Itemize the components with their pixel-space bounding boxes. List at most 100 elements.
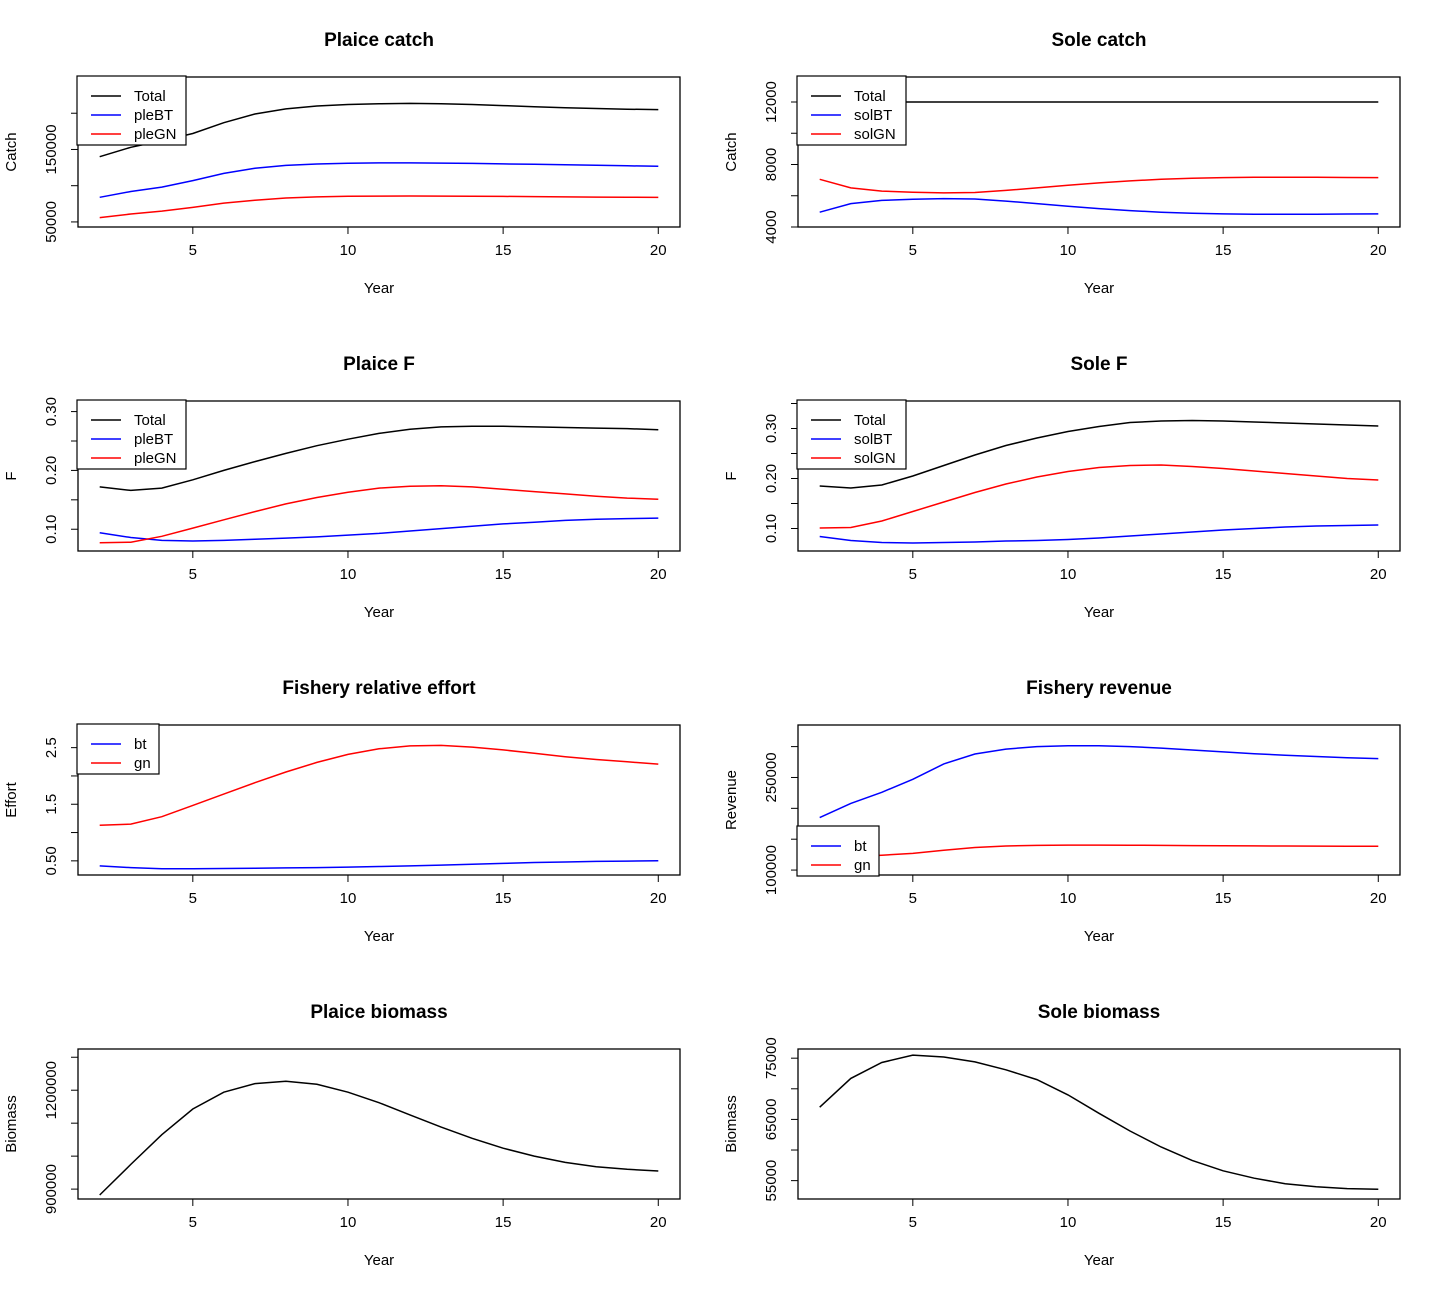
chart-title: Plaice biomass bbox=[310, 1002, 447, 1023]
x-tick-label: 20 bbox=[1370, 242, 1387, 259]
plot-frame bbox=[797, 400, 1401, 552]
series-line-pleGN bbox=[99, 195, 659, 219]
y-tick-label: 100000 bbox=[763, 845, 780, 895]
x-tick-label: 5 bbox=[909, 566, 917, 583]
x-tick-label: 10 bbox=[1060, 1214, 1077, 1231]
legend-label: gn bbox=[134, 755, 151, 772]
chart-panel-fishery-effort: Fishery relative effort 5 10 15 20 Year 0.50 1.… bbox=[3, 678, 681, 945]
chart-panel-plaice-f: Plaice F 5 10 15 20 Year 0.10 0.20 0.30 F Total ple… bbox=[3, 354, 681, 621]
x-tick-label: 5 bbox=[909, 890, 917, 907]
legend: Total solBT solGN bbox=[796, 399, 907, 470]
legend-label: solGN bbox=[854, 126, 896, 143]
legend-label: pleGN bbox=[134, 126, 177, 143]
x-tick-label: 10 bbox=[1060, 242, 1077, 259]
x-axis-label: Year bbox=[364, 1252, 394, 1269]
y-tick-label: 0.30 bbox=[43, 397, 60, 426]
chart-title: Plaice F bbox=[343, 354, 415, 375]
x-axis-label: Year bbox=[1084, 280, 1114, 297]
legend-label: solBT bbox=[854, 431, 892, 448]
plot-frame bbox=[77, 1048, 681, 1200]
y-tick-label: 65000 bbox=[763, 1099, 780, 1141]
x-axis-label: Year bbox=[1084, 604, 1114, 621]
series-line-Biomass bbox=[99, 1080, 659, 1196]
x-tick-label: 10 bbox=[340, 566, 357, 583]
legend-label: Total bbox=[134, 88, 166, 105]
y-tick-label: 1.5 bbox=[43, 794, 60, 815]
y-axis-label: Revenue bbox=[723, 770, 740, 830]
y-tick-label: 0.10 bbox=[763, 514, 780, 543]
x-tick-label: 15 bbox=[495, 890, 512, 907]
plot-frame bbox=[77, 724, 681, 876]
legend-label: bt bbox=[854, 838, 867, 855]
y-axis-label: F bbox=[723, 471, 740, 480]
x-tick-label: 10 bbox=[340, 242, 357, 259]
x-tick-label: 20 bbox=[650, 890, 667, 907]
y-tick-label: 900000 bbox=[43, 1164, 60, 1214]
y-axis-label: Biomass bbox=[3, 1095, 20, 1153]
x-tick-label: 15 bbox=[1215, 566, 1232, 583]
legend: Total pleBT pleGN bbox=[76, 399, 187, 470]
x-tick-label: 5 bbox=[189, 566, 197, 583]
legend-label: bt bbox=[134, 736, 147, 753]
y-tick-label: 8000 bbox=[763, 148, 780, 181]
chart-panel-sole-catch: Sole catch 5 10 15 20 Year 4000 8000 12000 Catch T… bbox=[723, 30, 1401, 297]
x-axis-label: Year bbox=[1084, 1252, 1114, 1269]
legend: Total solBT solGN bbox=[796, 75, 907, 146]
chart-title: Plaice catch bbox=[324, 30, 434, 51]
x-axis-label: Year bbox=[364, 928, 394, 945]
chart-title: Sole catch bbox=[1051, 30, 1146, 51]
y-axis-label: Biomass bbox=[723, 1095, 740, 1153]
x-tick-label: 20 bbox=[1370, 890, 1387, 907]
legend-label: solBT bbox=[854, 107, 892, 124]
x-tick-label: 15 bbox=[1215, 242, 1232, 259]
legend-box bbox=[76, 723, 160, 775]
y-tick-label: 4000 bbox=[763, 210, 780, 243]
y-tick-label: 0.30 bbox=[763, 414, 780, 443]
legend-label: pleBT bbox=[134, 431, 173, 448]
y-tick-label: 50000 bbox=[43, 201, 60, 243]
chart-title: Fishery revenue bbox=[1026, 678, 1172, 699]
chart-panel-sole-biomass: Sole biomass 5 10 15 20 Year 55000 65000 75000 Bi… bbox=[723, 1002, 1401, 1269]
legend-label: gn bbox=[854, 857, 871, 874]
series-line-pleBT bbox=[99, 517, 659, 542]
y-axis-label: F bbox=[3, 471, 20, 480]
y-axis-label: Effort bbox=[3, 781, 20, 817]
series-line-solGN bbox=[819, 176, 1379, 194]
legend-label: pleBT bbox=[134, 107, 173, 124]
plot-frame bbox=[77, 76, 681, 228]
y-tick-label: 0.10 bbox=[43, 515, 60, 544]
plot-frame bbox=[77, 400, 681, 552]
chart-title: Sole F bbox=[1070, 354, 1127, 375]
chart-panel-plaice-biomass: Plaice biomass 5 10 15 20 Year 900000 1200000 Bi… bbox=[3, 1002, 681, 1269]
legend-label: pleGN bbox=[134, 450, 177, 467]
y-tick-label: 0.50 bbox=[43, 846, 60, 875]
x-tick-label: 15 bbox=[1215, 890, 1232, 907]
x-tick-label: 5 bbox=[909, 1214, 917, 1231]
x-tick-label: 20 bbox=[1370, 1214, 1387, 1231]
series-line-Total bbox=[99, 102, 659, 158]
y-axis-label: Catch bbox=[723, 132, 740, 171]
plot-frame bbox=[797, 724, 1401, 876]
x-axis-label: Year bbox=[364, 280, 394, 297]
legend: Total pleBT pleGN bbox=[76, 75, 187, 146]
x-tick-label: 15 bbox=[495, 566, 512, 583]
y-tick-label: 150000 bbox=[43, 124, 60, 174]
y-tick-label: 1200000 bbox=[43, 1061, 60, 1119]
x-tick-label: 10 bbox=[340, 890, 357, 907]
x-tick-label: 20 bbox=[650, 1214, 667, 1231]
series-line-solBT bbox=[819, 197, 1379, 215]
y-axis-label: Catch bbox=[3, 132, 20, 171]
x-tick-label: 10 bbox=[1060, 566, 1077, 583]
x-axis-label: Year bbox=[1084, 928, 1114, 945]
y-tick-label: 2.5 bbox=[43, 737, 60, 758]
x-tick-label: 20 bbox=[650, 566, 667, 583]
plot-frame bbox=[797, 76, 1401, 228]
series-line-gn bbox=[99, 744, 659, 826]
series-line-Total bbox=[819, 419, 1379, 489]
x-tick-label: 15 bbox=[495, 242, 512, 259]
y-tick-label: 250000 bbox=[763, 752, 780, 802]
x-tick-label: 15 bbox=[495, 1214, 512, 1231]
series-line-solGN bbox=[819, 464, 1379, 529]
chart-panel-sole-f: Sole F 5 10 15 20 Year 0.10 0.20 0.30 F Total solBT… bbox=[723, 354, 1401, 621]
